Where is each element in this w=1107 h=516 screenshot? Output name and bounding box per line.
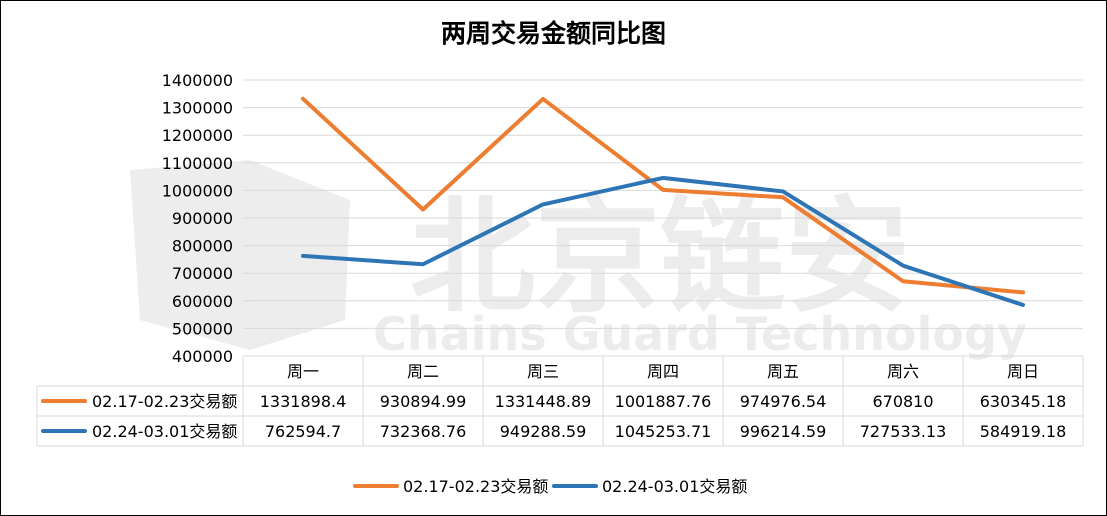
data-label: 996214.59 [740,422,827,441]
table-series-name: 02.24-03.01交易额 [92,422,237,441]
x-tick-label: 周二 [407,362,439,381]
data-label: 762594.7 [265,422,341,441]
y-tick-label: 1400000 [162,71,233,90]
data-label: 630345.18 [980,392,1067,411]
y-tick-label: 500000 [172,319,233,338]
y-tick-label: 1300000 [162,99,233,118]
legend-label: 02.17-02.23交易额 [403,477,548,496]
watermark: 北京链安 Chains Guard Technology [130,160,1027,361]
data-label: 930894.99 [380,392,467,411]
legend-label: 02.24-03.01交易额 [602,477,747,496]
series-line-1 [301,96,1025,295]
data-label: 974976.54 [740,392,827,411]
x-tick-label: 周日 [1007,362,1039,381]
series-line-2 [301,175,1025,307]
data-label: 1331898.4 [260,392,347,411]
table-series-name: 02.17-02.23交易额 [92,392,237,411]
watermark-logo-icon [130,160,350,350]
x-tick-label: 周三 [527,362,559,381]
y-tick-label: 600000 [172,292,233,311]
y-tick-label: 400000 [172,347,233,366]
x-tick-label: 周六 [887,362,919,381]
data-label: 949288.59 [500,422,587,441]
x-tick-label: 周五 [767,362,799,381]
watermark-en: Chains Guard Technology [373,307,1027,361]
y-tick-label: 1100000 [162,154,233,173]
chart-title: 两周交易金额同比图 [440,19,666,48]
data-label: 670810 [872,392,933,411]
watermark-cn: 北京链安 [410,185,910,330]
x-tick-label: 周四 [647,362,679,381]
data-label: 1331448.89 [495,392,592,411]
data-label: 732368.76 [380,422,467,441]
data-label: 1001887.76 [615,392,712,411]
data-label: 584919.18 [980,422,1067,441]
x-tick-label: 周一 [287,362,319,381]
data-label: 727533.13 [860,422,947,441]
y-tick-label: 900000 [172,209,233,228]
y-tick-label: 700000 [172,264,233,283]
y-tick-label: 1000000 [162,181,233,200]
data-label: 1045253.71 [615,422,712,441]
y-tick-label: 800000 [172,237,233,256]
y-tick-label: 1200000 [162,126,233,145]
